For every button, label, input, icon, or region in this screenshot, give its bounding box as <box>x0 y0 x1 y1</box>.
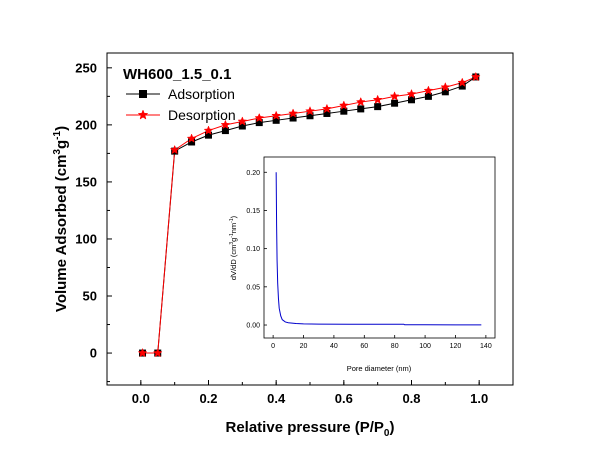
desorption-point <box>355 96 366 107</box>
main-x-tick-label: 0.4 <box>267 391 286 406</box>
inset-x-ticks: 0 20 40 60 80 100 120 140 <box>271 335 492 350</box>
adsorption-point <box>441 88 449 96</box>
chart-title: WH600_1.5_0.1 <box>123 66 231 83</box>
adsorption-point <box>340 107 348 115</box>
inset-x-tick-label: 140 <box>480 343 492 350</box>
adsorption-point <box>323 109 331 117</box>
main-y-axis-label: Volume Adsorbed (cm3g-1) <box>52 126 70 312</box>
desorption-point <box>169 144 180 155</box>
adsorption-point <box>188 138 196 146</box>
inset-x-tick-label: 20 <box>300 343 308 350</box>
adsorption-point <box>289 114 297 122</box>
main-y-tick-label: 200 <box>75 117 97 132</box>
main-x-tick-label: 0.0 <box>132 391 150 406</box>
adsorption-point <box>408 96 415 104</box>
inset-x-tick-label: 40 <box>330 343 338 350</box>
main-y-tick-label: 250 <box>75 60 97 75</box>
desorption-point <box>271 110 282 120</box>
inset-x-tick-label: 120 <box>450 343 462 350</box>
main-series <box>137 71 481 358</box>
desorption-point <box>389 91 400 101</box>
main-x-ticks: 0.0 0.2 0.4 0.6 0.8 1.0 <box>106 380 514 406</box>
desorption-point <box>220 119 231 130</box>
inset-plot-frame <box>263 156 496 339</box>
inset-x-tick-label: 80 <box>391 343 399 350</box>
desorption-point <box>457 77 468 87</box>
adsorption-point <box>272 116 280 124</box>
inset-x-axis-label: Pore diameter (nm) <box>347 364 412 373</box>
main-y-tick-label: 100 <box>75 231 97 246</box>
main-y-tick-label: 50 <box>83 289 97 304</box>
inset-y-tick-label: 0.15 <box>246 208 260 215</box>
inset-y-axis-label: dV/dD (cm3g-1nm-1) <box>229 215 238 280</box>
legend-label-adsorption: Adsorption <box>168 86 235 102</box>
inset-y-tick-label: 0.10 <box>246 246 260 253</box>
adsorption-point <box>306 112 314 120</box>
desorption-point <box>152 347 163 358</box>
desorption-point <box>305 106 315 116</box>
adsorption-point <box>424 92 432 100</box>
legend: Adsorption Desorption <box>126 86 236 123</box>
adsorption-point <box>458 82 466 90</box>
main-y-ticks: 0 50 100 150 200 250 <box>75 60 112 383</box>
pore-distribution-line <box>275 172 482 326</box>
main-x-axis-label: Relative pressure (P/P0) <box>226 419 395 439</box>
inset-y-ticks: 0.00 0.05 0.10 0.15 0.20 <box>246 170 267 330</box>
inset-x-tick-label: 0 <box>271 343 275 350</box>
main-y-tick-label: 0 <box>90 346 97 361</box>
inset-x-tick-label: 100 <box>419 343 431 350</box>
desorption-point <box>470 71 481 82</box>
desorption-point <box>406 88 417 99</box>
desorption-point <box>203 125 214 135</box>
desorption-point <box>237 116 248 126</box>
main-x-tick-label: 1.0 <box>470 391 488 406</box>
desorption-point <box>322 103 332 114</box>
inset-series <box>275 172 482 326</box>
desorption-point <box>288 108 298 118</box>
inset-y-tick-label: 0.00 <box>246 323 260 330</box>
adsorption-point <box>357 105 365 113</box>
adsorption-point <box>238 122 246 130</box>
desorption-point <box>338 100 349 110</box>
legend-label-desorption: Desorption <box>168 107 236 123</box>
main-x-tick-label: 0.8 <box>402 391 420 406</box>
adsorption-point <box>255 119 263 127</box>
desorption-point <box>372 94 383 104</box>
legend-marker-desorption <box>137 109 149 120</box>
inset-y-tick-label: 0.20 <box>246 170 260 177</box>
adsorption-point <box>374 103 382 111</box>
desorption-point <box>423 85 434 95</box>
desorption-point <box>254 112 265 123</box>
main-x-tick-label: 0.6 <box>335 391 353 406</box>
adsorption-point <box>391 99 399 107</box>
desorption-point <box>186 133 197 143</box>
legend-marker-adsorption <box>139 90 147 98</box>
adsorption-point <box>205 131 212 139</box>
inset-x-tick-label: 60 <box>360 343 368 350</box>
desorption-point <box>137 347 148 358</box>
main-x-tick-label: 0.2 <box>199 391 217 406</box>
main-y-tick-label: 150 <box>75 174 97 189</box>
inset-y-tick-label: 0.05 <box>246 284 260 291</box>
desorption-point <box>440 82 451 92</box>
adsorption-point <box>221 127 229 135</box>
